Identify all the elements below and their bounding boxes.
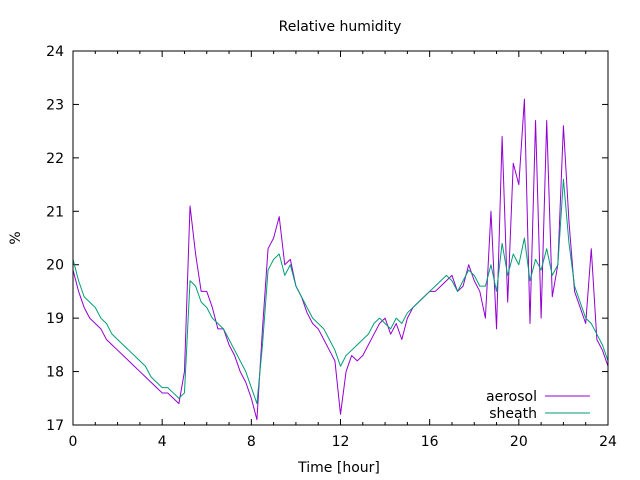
chart-title: Relative humidity (279, 19, 402, 35)
y-tick-label: 22 (46, 151, 64, 167)
x-tick-label: 24 (599, 434, 617, 450)
y-axis-label: % (8, 231, 24, 244)
x-tick-label: 8 (247, 434, 256, 450)
plot-frame (72, 50, 609, 426)
legend-label-aerosol: aerosol (486, 389, 537, 405)
x-tick-label: 4 (158, 434, 167, 450)
x-tick-label: 20 (510, 434, 528, 450)
y-tick-label: 18 (46, 365, 64, 381)
y-tick-label: 21 (46, 204, 64, 220)
y-tick-label: 17 (46, 418, 64, 434)
series-line-sheath (72, 178, 609, 405)
y-tick-label: 19 (46, 311, 64, 327)
y-tick-label: 20 (46, 258, 64, 274)
series-lines (72, 98, 609, 421)
y-axis-ticks: 17 18 19 20 21 22 23 24 (46, 44, 608, 434)
y-tick-label: 24 (46, 44, 64, 60)
y-tick-label: 23 (46, 97, 64, 113)
legend: aerosol sheath (486, 389, 590, 422)
series-line-aerosol (72, 98, 609, 421)
x-tick-label: 16 (421, 434, 439, 450)
x-tick-label: 12 (332, 434, 350, 450)
legend-label-sheath: sheath (489, 406, 537, 422)
x-tick-label: 0 (69, 434, 78, 450)
x-axis-label: Time [hour] (297, 460, 380, 476)
